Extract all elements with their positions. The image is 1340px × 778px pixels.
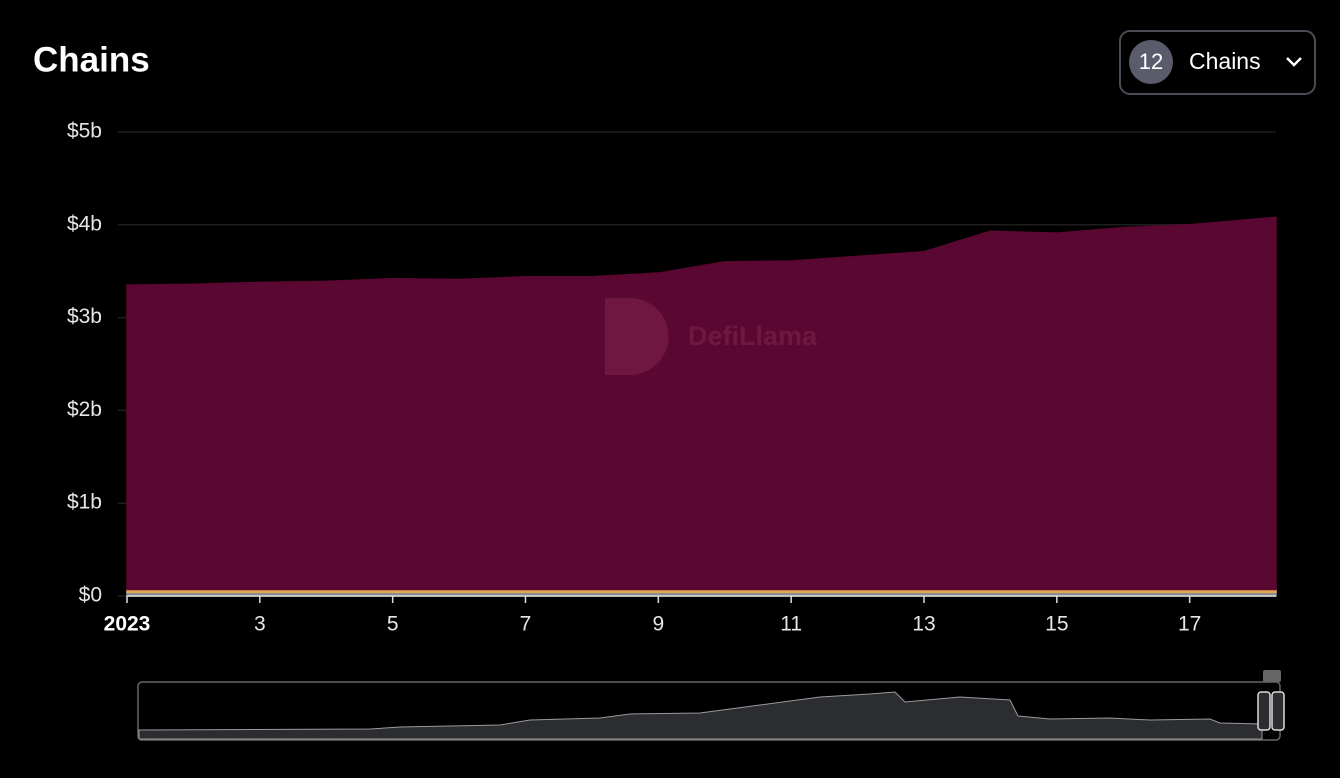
brush-handle[interactable] bbox=[1271, 691, 1285, 731]
x-tick-label: 13 bbox=[912, 613, 935, 636]
plot: $0 $1b $2b $3b $4b $5b 2023 3 5 7 9 11 13 15 17 bbox=[67, 120, 1277, 636]
x-tick-label: 17 bbox=[1178, 613, 1201, 636]
selector-label: Chains bbox=[1189, 48, 1261, 74]
chain-selector[interactable]: 12 Chains bbox=[1119, 30, 1316, 95]
x-tick-label: 9 bbox=[652, 613, 664, 636]
x-tick-label: 5 bbox=[387, 613, 399, 636]
chevron bbox=[1286, 57, 1302, 67]
brush-grip[interactable] bbox=[1263, 670, 1281, 682]
x-tick-label: 7 bbox=[520, 613, 532, 636]
y-tick-label: $1b bbox=[67, 491, 102, 514]
y-tick-label: $0 bbox=[79, 584, 102, 607]
x-tick-label: 3 bbox=[254, 613, 266, 636]
y-tick-label: $2b bbox=[67, 398, 102, 421]
x-tick-label: 15 bbox=[1045, 613, 1068, 636]
brush-preview bbox=[138, 691, 1263, 740]
y-tick-label: $5b bbox=[67, 120, 102, 143]
page-title: Chains bbox=[33, 40, 150, 79]
x-tick-label: 11 bbox=[780, 613, 802, 636]
brush-handle[interactable] bbox=[1257, 691, 1271, 731]
count-badge bbox=[1129, 40, 1173, 84]
brush[interactable] bbox=[137, 670, 1285, 741]
selector-box[interactable] bbox=[1119, 30, 1316, 95]
count-text: 12 bbox=[1139, 49, 1163, 74]
watermark-text: DefiLlama bbox=[688, 321, 818, 351]
y-tick-label: $4b bbox=[67, 212, 102, 235]
x-tick-label: 2023 bbox=[104, 613, 151, 636]
y-tick-label: $3b bbox=[67, 305, 102, 328]
watermark-logo bbox=[605, 298, 669, 375]
area-series bbox=[126, 216, 1277, 591]
watermark: DefiLlama bbox=[605, 298, 818, 375]
